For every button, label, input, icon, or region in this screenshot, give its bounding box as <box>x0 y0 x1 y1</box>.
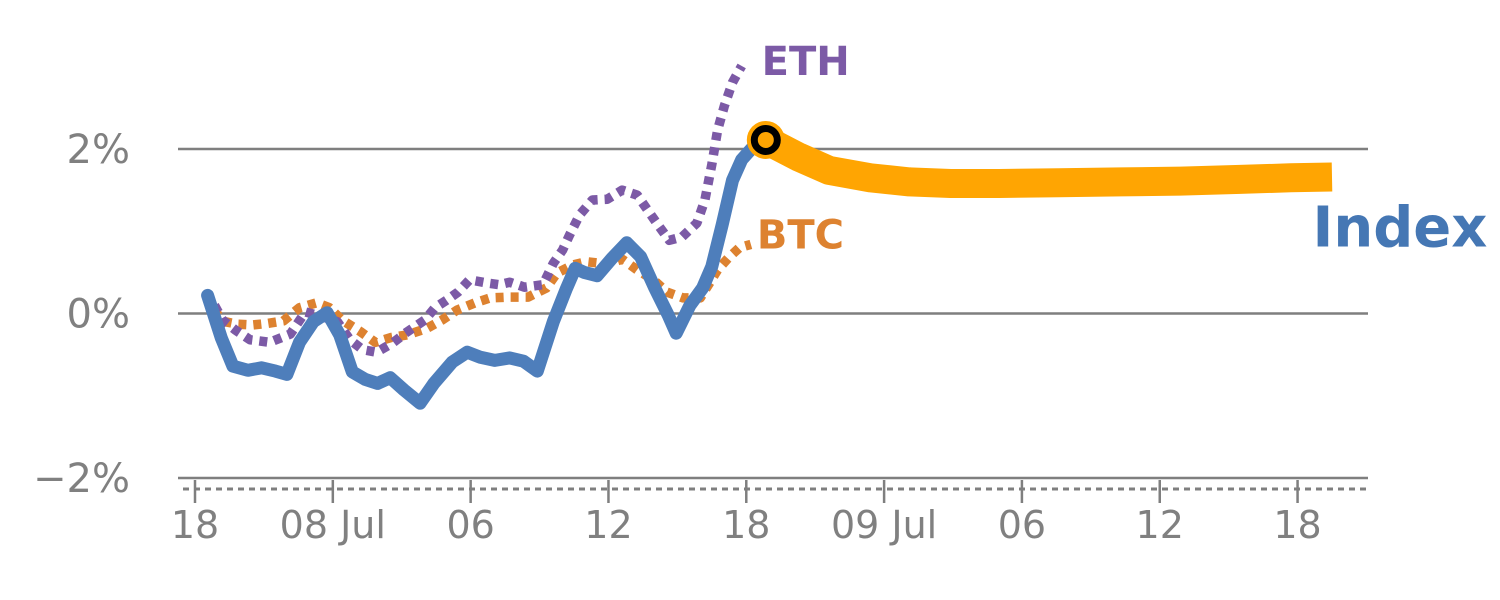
btc-label: BTC <box>757 212 844 258</box>
x-tick-label: 08 Jul <box>280 503 386 547</box>
x-tick-label: 18 <box>171 503 219 547</box>
x-tick-label: 18 <box>1273 503 1321 547</box>
y-tick-label: 0% <box>67 292 130 338</box>
y-tick-label: 2% <box>67 127 130 173</box>
index-actual-line <box>201 133 773 410</box>
forecast-start-marker-ring <box>750 124 781 155</box>
x-tick-label: 12 <box>584 503 632 547</box>
index-forecast-line <box>759 127 1333 198</box>
eth-line <box>210 63 746 357</box>
x-tick-label: 06 <box>446 503 494 547</box>
x-tick-label: 06 <box>998 503 1046 547</box>
y-tick-label: −2% <box>33 456 130 502</box>
x-tick-label: 12 <box>1136 503 1184 547</box>
btc-line <box>210 239 753 348</box>
x-tick-label: 09 Jul <box>831 503 937 547</box>
index-label: Index <box>1312 195 1487 260</box>
x-tick-label: 18 <box>722 503 770 547</box>
eth-label: ETH <box>762 39 850 85</box>
